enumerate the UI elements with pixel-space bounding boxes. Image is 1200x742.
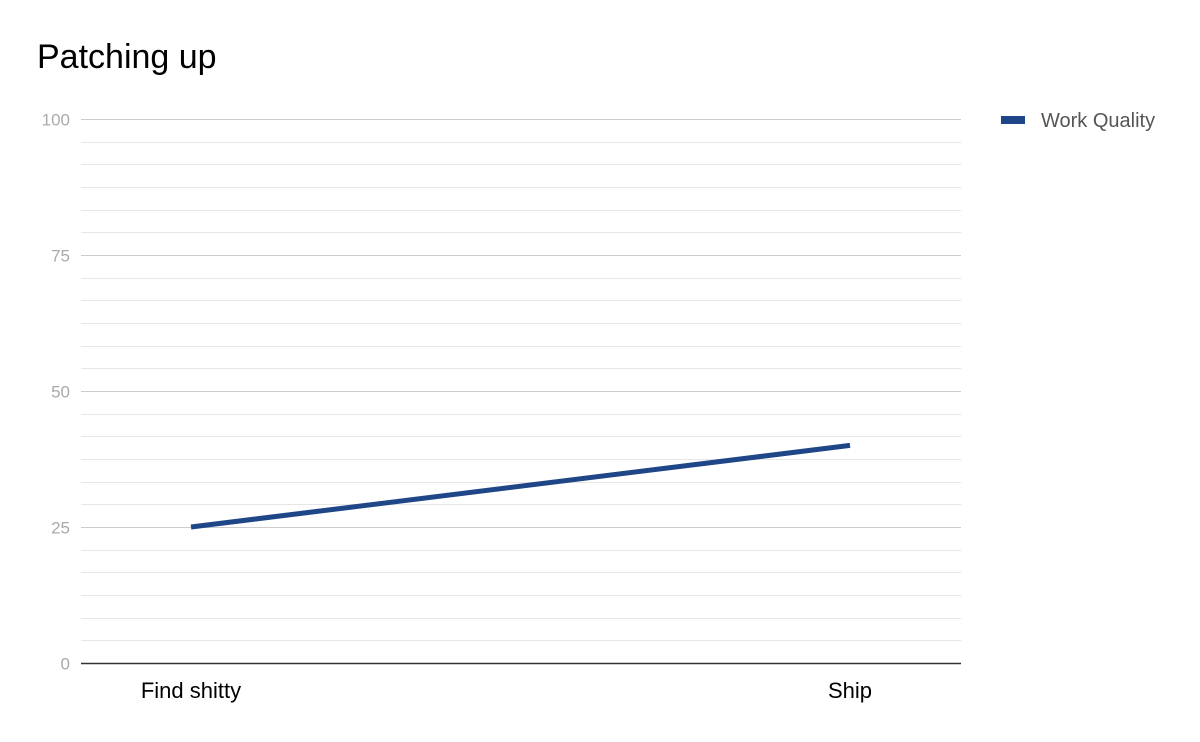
legend-swatch (1001, 116, 1025, 124)
chart-title: Patching up (37, 38, 217, 76)
y-tick-label: 25 (51, 519, 70, 538)
legend-label: Work Quality (1041, 110, 1155, 132)
x-tick-label: Find shitty (141, 678, 241, 703)
y-tick-label: 50 (51, 383, 70, 402)
y-tick-label: 0 (61, 655, 70, 674)
y-tick-label: 75 (51, 247, 70, 266)
y-tick-label: 100 (42, 111, 70, 130)
series-line (190, 442, 851, 530)
x-tick-label: Ship (828, 678, 872, 703)
